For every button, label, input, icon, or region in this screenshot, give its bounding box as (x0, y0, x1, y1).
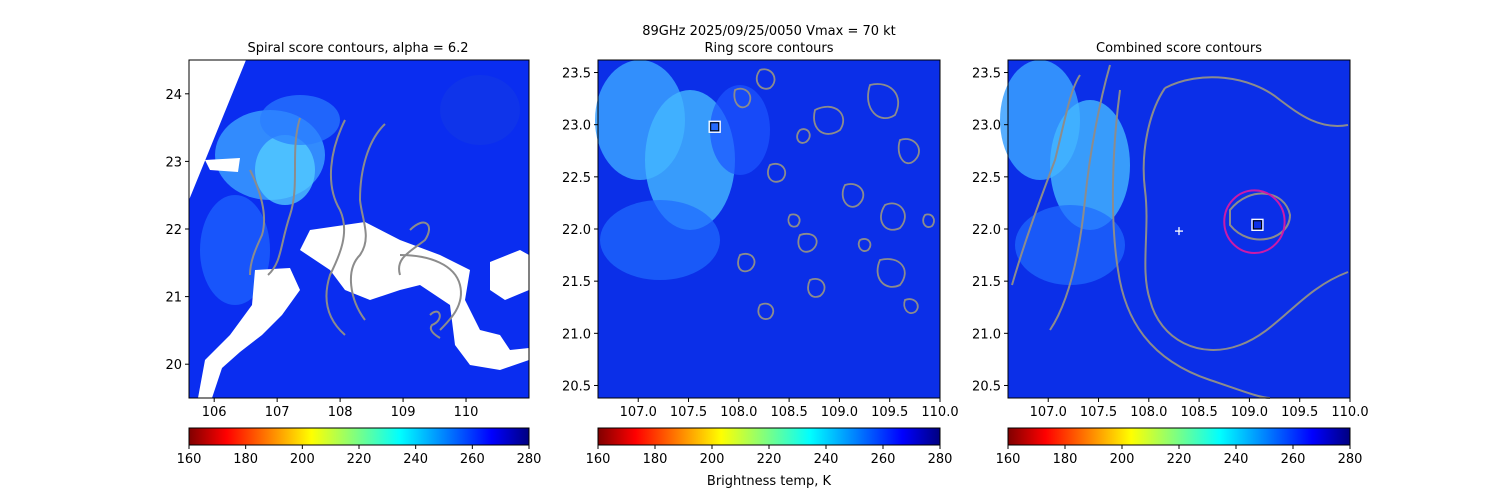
panel-spiral: Spiral score contours, alpha = 6.2 (165, 41, 530, 420)
y-tick-label: 22.5 (562, 171, 591, 186)
y-tick-label: 22.5 (972, 171, 1001, 186)
colorbar-tick-label: 220 (1167, 452, 1192, 467)
tick-group-combined: 107.0 107.5 108.0 108.5 109.0 109.5 110.0 20.5 2… (972, 67, 1369, 420)
colorbar-tick-label: 200 (290, 452, 315, 467)
brightness-patches-ring (595, 60, 770, 280)
x-tick-label: 109 (391, 405, 416, 420)
colorbar-tick-label: 180 (643, 452, 668, 467)
y-tick-label: 22.0 (562, 223, 591, 238)
y-tick-label: 22.0 (972, 223, 1001, 238)
y-tick-label: 23.5 (562, 67, 591, 82)
panel-title-ring: Ring score contours (704, 41, 833, 56)
colorbar-tick-label: 200 (700, 452, 725, 467)
panel-title-combined: Combined score contours (1096, 41, 1262, 56)
panel-combined: Combined score contours 107.0 107.5 108.0 1… (972, 41, 1369, 420)
y-tick-label: 22 (165, 223, 182, 238)
colorbar-tick-label: 260 (871, 452, 896, 467)
y-tick-label: 21.5 (562, 275, 591, 290)
ring-fit-circle (1223, 189, 1286, 254)
x-tick-label: 110.0 (921, 405, 958, 420)
colorbar-tick-label: 260 (1281, 452, 1306, 467)
y-tick-label: 20.5 (972, 379, 1001, 394)
x-tick-label: 107.0 (620, 405, 657, 420)
y-tick-label: 23.0 (562, 119, 591, 134)
colorbar-tick-label: 260 (460, 452, 485, 467)
colorbar-tick-label: 240 (814, 452, 839, 467)
x-tick-label: 108.5 (771, 405, 808, 420)
x-tick-label: 110 (454, 405, 479, 420)
colorbar-label: Brightness temp, K (707, 474, 832, 489)
y-tick-label: 20.5 (562, 379, 591, 394)
colorbars: 160 180 200 220 240 260 280 160 180 200 220 240 260 2… (177, 427, 1363, 467)
contours-ring (733, 68, 935, 320)
center-square-marker (708, 120, 721, 133)
y-tick-label: 23.0 (972, 119, 1001, 134)
colorbar-tick-label: 180 (233, 452, 258, 467)
colorbar-tick-label: 280 (1338, 452, 1363, 467)
brightness-patches-spiral (200, 75, 520, 305)
x-tick-label: 108 (328, 405, 353, 420)
x-tick-label: 108.0 (720, 405, 757, 420)
colorbar: 160 180 200 220 240 260 280 (177, 427, 542, 467)
tick-group-ring: 107.0 107.5 108.0 108.5 109.0 109.5 110.0 20.5 2… (562, 67, 959, 420)
colorbar-tick-label: 220 (757, 452, 782, 467)
center-square-marker (1251, 218, 1264, 231)
x-tick-label: 107.5 (1080, 405, 1117, 420)
x-tick-label: 110.0 (1331, 405, 1368, 420)
tick-group-spiral: 106 107 108 109 110 20 21 22 23 24 (165, 88, 478, 420)
y-tick-label: 21.5 (972, 275, 1001, 290)
colorbar-tick-label: 280 (928, 452, 953, 467)
colorbar-gradient (597, 427, 941, 446)
colorbar-tick-label: 160 (586, 452, 611, 467)
colorbar: 160 180 200 220 240 260 280 (586, 427, 953, 467)
colorbar-gradient (188, 427, 530, 446)
colorbar-tick-label: 220 (347, 452, 372, 467)
axes-spiral: 106 107 108 109 110 20 21 22 23 24 (165, 59, 530, 420)
colorbar: 160 180 200 220 240 260 280 (996, 427, 1363, 467)
x-tick-label: 109.0 (1231, 405, 1268, 420)
x-tick-label: 109.5 (1281, 405, 1318, 420)
x-tick-label: 107.0 (1030, 405, 1067, 420)
figure-suptitle: 89GHz 2025/09/25/0050 Vmax = 70 kt (642, 24, 896, 39)
y-tick-label: 21 (165, 291, 182, 306)
x-tick-label: 106 (202, 405, 227, 420)
markers-spiral (351, 226, 360, 235)
center-plus-marker (1175, 227, 1183, 236)
markers-ring (708, 120, 721, 133)
panel-ring: Ring score contours (562, 41, 959, 420)
y-tick-label: 24 (165, 88, 182, 103)
x-tick-label: 109.5 (871, 405, 908, 420)
y-tick-label: 21.0 (562, 327, 591, 342)
y-tick-label: 23.5 (972, 67, 1001, 82)
x-tick-label: 108.5 (1181, 405, 1218, 420)
x-tick-label: 107 (265, 405, 290, 420)
colorbar-tick-label: 180 (1053, 452, 1078, 467)
x-tick-label: 109.0 (821, 405, 858, 420)
axes-combined: 107.0 107.5 108.0 108.5 109.0 109.5 110.0 20.5 2… (972, 59, 1369, 420)
contours-spiral (249, 117, 462, 339)
panel-title-spiral: Spiral score contours, alpha = 6.2 (247, 41, 468, 56)
colorbar-tick-label: 280 (517, 452, 542, 467)
colorbar-tick-label: 160 (996, 452, 1021, 467)
x-tick-label: 107.5 (670, 405, 707, 420)
x-tick-label: 108.0 (1130, 405, 1167, 420)
markers-combined (1175, 189, 1286, 254)
colorbar-gradient (1007, 427, 1351, 446)
colorbar-tick-label: 200 (1110, 452, 1135, 467)
center-square-marker-outline (1252, 220, 1262, 230)
center-square-marker-outline (710, 122, 720, 132)
colorbar-tick-label: 240 (403, 452, 428, 467)
center-plus-marker (351, 226, 360, 235)
y-tick-label: 20 (165, 358, 182, 373)
contours-combined (1011, 64, 1349, 399)
axes-ring: 107.0 107.5 108.0 108.5 109.0 109.5 110.0 20.5 2… (562, 59, 959, 420)
y-tick-label: 23 (165, 155, 182, 170)
colorbar-tick-label: 160 (177, 452, 202, 467)
y-tick-label: 21.0 (972, 327, 1001, 342)
colorbar-tick-label: 240 (1224, 452, 1249, 467)
